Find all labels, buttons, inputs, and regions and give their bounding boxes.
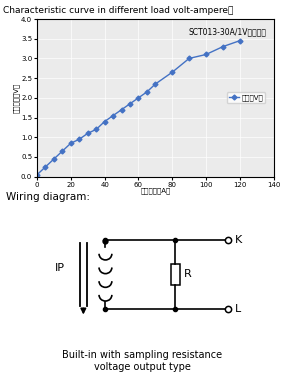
输出（V） — [238, 38, 241, 43]
输出（V） — [61, 149, 64, 154]
输出（V） — [95, 127, 98, 132]
输出（V） — [35, 173, 39, 177]
Text: L: L — [235, 304, 241, 314]
Legend: 输出（V）: 输出（V） — [227, 92, 265, 103]
输出（V） — [188, 56, 191, 61]
Text: IP: IP — [55, 263, 65, 274]
Text: voltage output type: voltage output type — [94, 362, 191, 372]
Line: 输出（V）: 输出（V） — [35, 39, 242, 176]
X-axis label: 输入电流（A）: 输入电流（A） — [140, 188, 170, 194]
输出（V） — [137, 96, 140, 100]
Text: Built-in with sampling resistance: Built-in with sampling resistance — [62, 350, 223, 359]
输出（V） — [128, 101, 132, 106]
输出（V） — [154, 82, 157, 86]
输出（V） — [69, 141, 73, 146]
Bar — [171, 264, 180, 285]
Text: Characteristic curve in different load volt-ampere：: Characteristic curve in different load v… — [3, 6, 233, 15]
Text: R: R — [184, 269, 192, 279]
输出（V） — [52, 157, 56, 161]
输出（V） — [145, 90, 148, 94]
输出（V） — [170, 70, 174, 74]
输出（V） — [86, 131, 89, 136]
Text: K: K — [235, 235, 242, 245]
输出（V） — [78, 137, 81, 141]
Y-axis label: 输出电压（V）: 输出电压（V） — [13, 83, 20, 113]
输出（V） — [111, 113, 115, 118]
Text: Wiring diagram:: Wiring diagram: — [6, 192, 90, 202]
输出（V） — [103, 119, 106, 124]
输出（V） — [221, 44, 225, 49]
输出（V） — [120, 108, 123, 112]
输出（V） — [44, 165, 47, 169]
输出（V） — [204, 52, 208, 57]
Text: SCT013-30A/1V特性曲线: SCT013-30A/1V特性曲线 — [188, 27, 266, 36]
